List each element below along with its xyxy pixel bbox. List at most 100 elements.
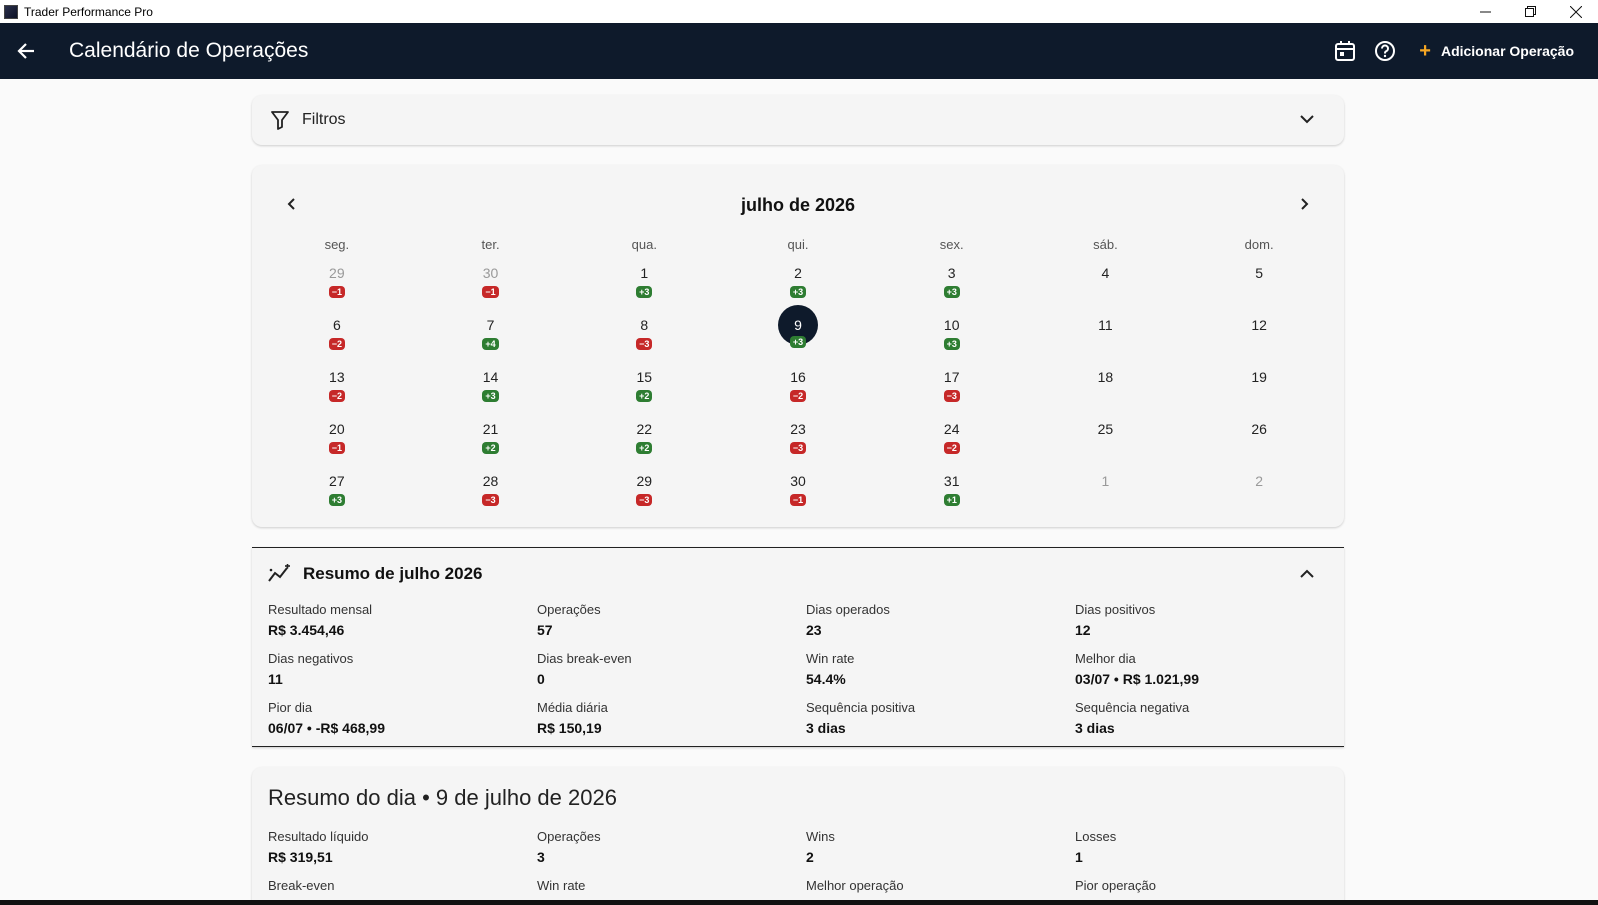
calendar-day[interactable]: 18 bbox=[1029, 364, 1183, 416]
day-summary-title: Resumo do dia • 9 de julho de 2026 bbox=[268, 785, 617, 810]
calendar-day[interactable]: 23 −3 bbox=[721, 416, 875, 468]
bottom-edge bbox=[0, 900, 1598, 905]
negative-result-badge: −2 bbox=[328, 338, 345, 350]
calendar-day[interactable]: 5 bbox=[1182, 260, 1336, 312]
calendar-day[interactable]: 11 bbox=[1029, 312, 1183, 364]
calendar-day[interactable]: 10 +3 bbox=[875, 312, 1029, 364]
app-logo-icon bbox=[4, 4, 18, 19]
weekday-header: seg. ter. qua. qui. sex. sáb. dom. bbox=[260, 237, 1336, 252]
calendar-day[interactable]: 12 bbox=[1182, 312, 1336, 364]
month-stats-grid: Resultado mensal R$ 3.454,46 Operações 57 Di… bbox=[268, 602, 1344, 749]
stat-label: Pior dia bbox=[268, 700, 313, 715]
stat-item: Win rate 54.4% bbox=[806, 651, 1075, 700]
stat-item: Média diária R$ 150,19 bbox=[537, 700, 806, 749]
calendar-day[interactable]: 29 −3 bbox=[567, 468, 721, 520]
calendar-day[interactable]: 15 +2 bbox=[567, 364, 721, 416]
chevron-down-icon[interactable] bbox=[1298, 110, 1316, 128]
day-number: 1 bbox=[1101, 473, 1110, 489]
stat-label: Pior operação bbox=[1075, 878, 1156, 893]
month-summary-header[interactable]: Resumo de julho 2026 bbox=[268, 564, 483, 584]
help-button[interactable] bbox=[1365, 31, 1405, 71]
day-number: 2 bbox=[794, 265, 802, 281]
positive-result-badge: +3 bbox=[482, 390, 499, 402]
back-button[interactable] bbox=[0, 23, 52, 79]
stat-value: 06/07 • -R$ 468,99 bbox=[268, 720, 385, 736]
window-titlebar: Trader Performance Pro bbox=[0, 0, 1598, 23]
calendar-day[interactable]: 27 +3 bbox=[260, 468, 414, 520]
stat-label: Dias operados bbox=[806, 602, 890, 617]
calendar-day[interactable]: 2 bbox=[1182, 468, 1336, 520]
stat-label: Sequência negativa bbox=[1075, 700, 1190, 715]
negative-result-badge: −3 bbox=[636, 494, 653, 506]
calendar-day[interactable]: 13 −2 bbox=[260, 364, 414, 416]
stat-value: 0 bbox=[537, 671, 545, 687]
calendar-day[interactable]: 7 +4 bbox=[414, 312, 568, 364]
filters-panel[interactable]: Filtros bbox=[252, 95, 1344, 145]
calendar-day[interactable]: 1 +3 bbox=[567, 260, 721, 312]
day-number: 12 bbox=[1251, 317, 1267, 333]
stat-value: 57 bbox=[537, 622, 553, 638]
day-number: 13 bbox=[329, 369, 345, 385]
stat-value: R$ 150,19 bbox=[537, 720, 602, 736]
day-number: 19 bbox=[1251, 369, 1267, 385]
day-number: 29 bbox=[329, 265, 345, 281]
day-number: 3 bbox=[947, 265, 956, 281]
next-month-button[interactable] bbox=[1292, 192, 1316, 216]
stat-value: 12 bbox=[1075, 622, 1091, 638]
positive-result-badge: +3 bbox=[943, 338, 960, 350]
stat-value: 3 dias bbox=[806, 720, 846, 736]
calendar-day[interactable]: 17 −3 bbox=[875, 364, 1029, 416]
calendar-day[interactable]: 30 −1 bbox=[721, 468, 875, 520]
calendar-day[interactable]: 6 −2 bbox=[260, 312, 414, 364]
calendar-day[interactable]: 31 +1 bbox=[875, 468, 1029, 520]
calendar-day[interactable]: 21 +2 bbox=[414, 416, 568, 468]
negative-result-badge: −2 bbox=[328, 390, 345, 402]
calendar-day[interactable]: 28 −3 bbox=[414, 468, 568, 520]
stat-label: Win rate bbox=[806, 651, 855, 666]
minimize-button[interactable] bbox=[1463, 0, 1508, 23]
calendar-day[interactable]: 20 −1 bbox=[260, 416, 414, 468]
calendar-day[interactable]: 4 bbox=[1029, 260, 1183, 312]
day-number: 2 bbox=[1255, 473, 1264, 489]
calendar-day[interactable]: 14 +3 bbox=[414, 364, 568, 416]
stat-label: Resultado mensal bbox=[268, 602, 373, 617]
stat-label: Dias positivos bbox=[1075, 602, 1156, 617]
day-number: 30 bbox=[482, 265, 499, 281]
day-number: 20 bbox=[329, 421, 345, 437]
calendar-day[interactable]: 26 bbox=[1182, 416, 1336, 468]
page-title: Calendário de Operações bbox=[69, 39, 309, 62]
day-number: 10 bbox=[943, 317, 960, 333]
positive-result-badge: +2 bbox=[636, 442, 653, 454]
previous-month-button[interactable] bbox=[280, 192, 304, 216]
calendar-day[interactable]: 29 −1 bbox=[260, 260, 414, 312]
day-stats-grid: Resultado líquido R$ 319,51 Operações 3 Wins… bbox=[268, 829, 1344, 905]
calendar-day[interactable]: 1 bbox=[1029, 468, 1183, 520]
calendar-day[interactable]: 22 +2 bbox=[567, 416, 721, 468]
chevron-up-icon[interactable] bbox=[1298, 565, 1316, 583]
calendar-day[interactable]: 30 −1 bbox=[414, 260, 568, 312]
day-number: 26 bbox=[1251, 421, 1267, 437]
calendar-day-selected[interactable]: 9 +3 bbox=[721, 305, 875, 364]
calendar-day[interactable]: 3 +3 bbox=[875, 260, 1029, 312]
calendar-day[interactable]: 19 bbox=[1182, 364, 1336, 416]
negative-result-badge: −3 bbox=[789, 442, 807, 454]
day-number: 1 bbox=[640, 265, 649, 281]
calendar-button[interactable] bbox=[1325, 31, 1365, 71]
calendar-day[interactable]: 2 +3 bbox=[721, 260, 875, 312]
close-window-button[interactable] bbox=[1553, 0, 1598, 23]
filter-icon bbox=[271, 111, 289, 130]
calendar-day[interactable]: 8 −3 bbox=[567, 312, 721, 364]
day-number: 8 bbox=[640, 317, 649, 333]
negative-result-badge: −1 bbox=[328, 286, 345, 298]
day-number: 23 bbox=[790, 421, 806, 437]
calendar-day[interactable]: 25 bbox=[1029, 416, 1183, 468]
window-controls bbox=[1463, 0, 1598, 23]
calendar-day[interactable]: 16 −2 bbox=[721, 364, 875, 416]
restore-button[interactable] bbox=[1508, 0, 1553, 23]
day-summary-panel: Resumo do dia • 9 de julho de 2026 Resul… bbox=[252, 767, 1344, 905]
stat-value: 11 bbox=[268, 671, 283, 687]
calendar-day[interactable]: 24 −2 bbox=[875, 416, 1029, 468]
day-number: 31 bbox=[943, 473, 960, 489]
month-summary-panel: Resumo de julho 2026 Resultado mensal R$ … bbox=[252, 547, 1344, 747]
add-operation-button[interactable]: + Adicionar Operação bbox=[1419, 40, 1574, 63]
